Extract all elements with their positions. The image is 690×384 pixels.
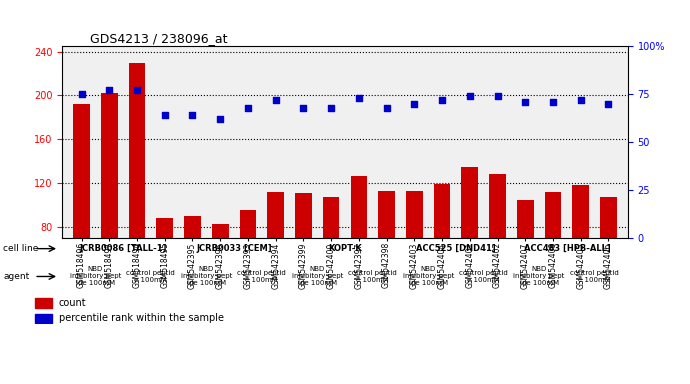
Text: control peptid
e 100mM: control peptid e 100mM [348,270,397,283]
Bar [489,174,506,238]
Bar [239,210,256,238]
Bar [295,193,312,238]
Point [270,97,282,103]
Bar [434,184,451,238]
Point [381,104,392,111]
Text: cell line: cell line [3,244,39,253]
Bar [378,191,395,238]
Point [353,95,364,101]
Bar [128,63,146,238]
Point [575,97,586,103]
Point [104,87,115,93]
Bar [600,197,617,238]
Point [159,112,170,118]
Point [603,101,614,107]
Point [464,93,475,99]
Point [76,91,87,97]
Bar [517,200,533,238]
Point [547,99,558,105]
Text: JCRB0033 [CEM]: JCRB0033 [CEM] [196,244,272,253]
Text: percentile rank within the sample: percentile rank within the sample [59,313,224,323]
Bar [323,197,339,238]
Text: control peptid
e 100mM: control peptid e 100mM [126,270,175,283]
Point [215,116,226,122]
Point [492,93,503,99]
Point [242,104,253,111]
Point [408,101,420,107]
Point [520,99,531,105]
Text: NBD
inhibitory pept
ide 100mM: NBD inhibitory pept ide 100mM [70,266,121,286]
Text: ACC525 [DND41]: ACC525 [DND41] [416,244,496,253]
Text: agent: agent [3,272,30,281]
Text: NBD
inhibitory pept
ide 100mM: NBD inhibitory pept ide 100mM [292,266,343,286]
Bar [34,314,52,323]
Bar [573,185,589,238]
Point [437,97,448,103]
Text: control peptid
e 100mM: control peptid e 100mM [237,270,286,283]
Point [326,104,337,111]
Text: NBD
inhibitory pept
ide 100mM: NBD inhibitory pept ide 100mM [402,266,454,286]
Bar [544,192,562,238]
Point [132,87,143,93]
Point [298,104,309,111]
Text: count: count [59,298,86,308]
Text: JCRB0086 [TALL-1]: JCRB0086 [TALL-1] [79,244,167,253]
Bar [351,175,367,238]
Bar [406,191,423,238]
Bar [34,298,52,308]
Text: KOPT-K: KOPT-K [328,244,362,253]
Bar [101,93,117,238]
Bar [212,224,228,238]
Text: control peptid
e 100mM: control peptid e 100mM [570,270,619,283]
Bar [73,104,90,238]
Text: NBD
inhibitory pept
ide 100mM: NBD inhibitory pept ide 100mM [181,266,232,286]
Text: control peptid
e 100mM: control peptid e 100mM [460,270,508,283]
Text: ACC483 [HPB-ALL]: ACC483 [HPB-ALL] [524,244,610,253]
Point [187,112,198,118]
Bar [267,192,284,238]
Bar [157,218,173,238]
Text: NBD
inhibitory pept
ide 100mM: NBD inhibitory pept ide 100mM [513,266,565,286]
Text: GDS4213 / 238096_at: GDS4213 / 238096_at [90,32,228,45]
Bar [462,167,478,238]
Bar [184,216,201,238]
